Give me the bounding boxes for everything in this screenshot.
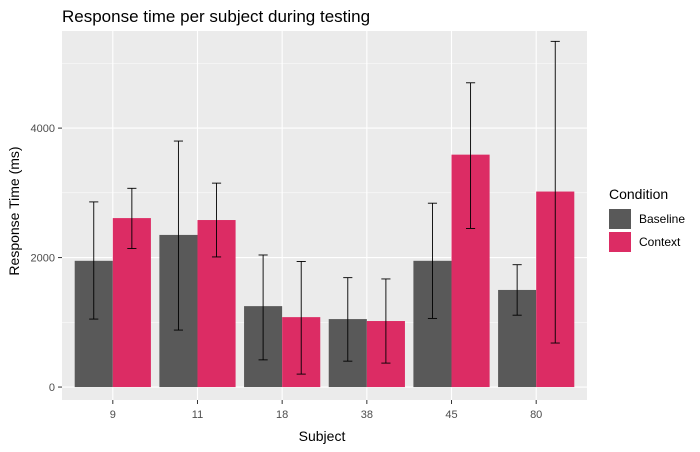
y-tick-label: 4000: [31, 123, 55, 135]
x-tick-label: 45: [445, 409, 457, 421]
legend-swatch-baseline: [609, 209, 631, 229]
x-tick-label: 38: [361, 409, 373, 421]
error-bars: [89, 40, 560, 375]
x-tick-label: 18: [276, 409, 288, 421]
x-tick-label: 9: [110, 409, 116, 421]
legend-label-baseline: Baseline: [639, 212, 685, 226]
legend-label-context: Context: [639, 235, 681, 249]
bars: [74, 154, 575, 388]
legend-swatch-context: [609, 232, 631, 252]
y-tick-label: 0: [49, 382, 55, 394]
legend: Condition Baseline Context: [609, 186, 685, 252]
x-axis-ticks: 9 11 18 38 45 80: [110, 400, 542, 421]
y-tick-label: 2000: [31, 253, 55, 265]
y-axis-ticks: 0 2000 4000: [31, 123, 62, 394]
y-axis-title: Response Time (ms): [6, 146, 22, 275]
x-axis-title: Subject: [299, 428, 346, 444]
x-tick-label: 11: [192, 409, 203, 421]
legend-title: Condition: [609, 186, 668, 202]
x-tick-label: 80: [530, 409, 542, 421]
chart-title: Response time per subject during testing: [62, 7, 370, 26]
